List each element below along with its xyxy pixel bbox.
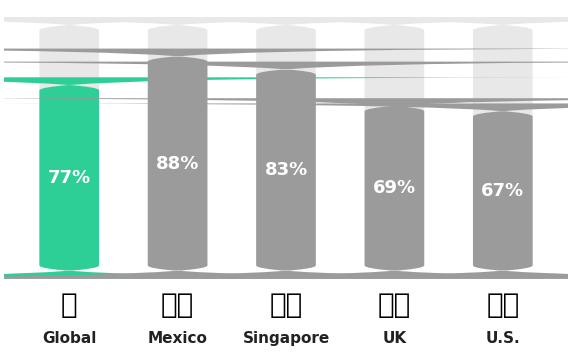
Text: 88%: 88% [156, 155, 199, 173]
Text: 🇸🇬: 🇸🇬 [269, 291, 303, 319]
FancyBboxPatch shape [0, 62, 572, 278]
FancyBboxPatch shape [0, 17, 572, 278]
Text: 🇺🇸: 🇺🇸 [486, 291, 519, 319]
Text: UK: UK [382, 331, 407, 346]
Text: Singapore: Singapore [243, 331, 329, 346]
Text: 69%: 69% [373, 179, 416, 197]
FancyBboxPatch shape [0, 49, 572, 278]
FancyBboxPatch shape [0, 17, 572, 278]
Text: 🇬🇧: 🇬🇧 [378, 291, 411, 319]
FancyBboxPatch shape [0, 104, 572, 278]
Text: 🌍: 🌍 [61, 291, 78, 319]
FancyBboxPatch shape [0, 17, 572, 278]
Text: 67%: 67% [481, 182, 525, 200]
FancyBboxPatch shape [0, 98, 572, 278]
FancyBboxPatch shape [0, 17, 572, 278]
Text: 83%: 83% [264, 161, 308, 179]
Text: Mexico: Mexico [148, 331, 208, 346]
Text: U.S.: U.S. [486, 331, 520, 346]
FancyBboxPatch shape [0, 17, 572, 278]
Text: 🇲🇽: 🇲🇽 [161, 291, 194, 319]
Text: 77%: 77% [47, 169, 91, 187]
FancyBboxPatch shape [0, 77, 572, 278]
Text: Global: Global [42, 331, 97, 346]
